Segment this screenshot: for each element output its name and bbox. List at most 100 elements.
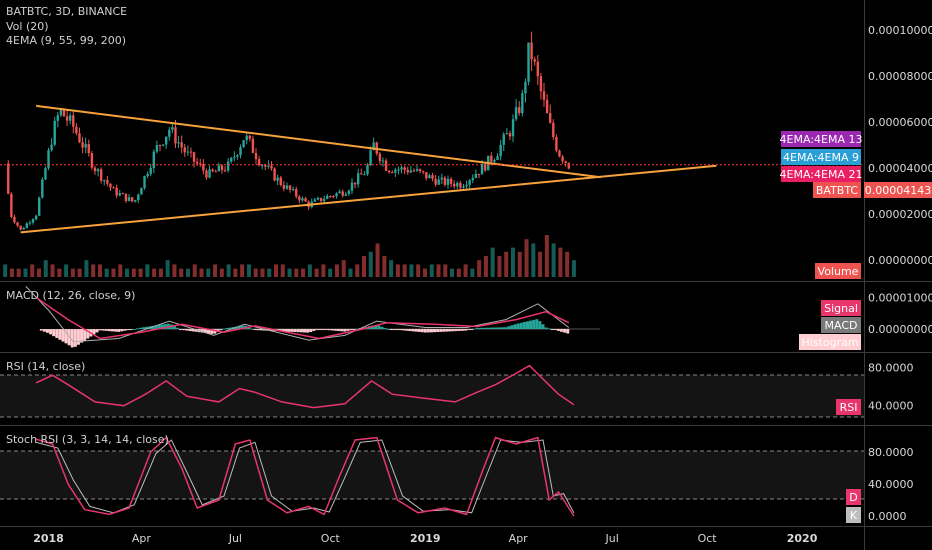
candle-body-175 [548,113,552,123]
stoch-axis-tick-2: 0.0000 [868,510,907,523]
candle-body-51 [164,136,168,145]
candle-body-177 [555,137,558,151]
macd-hist-bar-1 [42,329,46,332]
candle-body-88 [279,177,282,186]
candle-body-150 [471,177,474,181]
macd-hist-bar-124 [423,329,427,333]
volume-bar-71 [483,256,488,277]
macd-hist-bar-14 [83,329,87,341]
candle-body-171 [536,61,540,77]
macd-hist-bar-50 [194,329,198,332]
candle-body-55 [177,142,180,144]
volume-bar-64 [436,264,441,277]
price-axis-tick-2: 0.00006000 [868,116,932,129]
volume-bar-15 [104,268,109,277]
macd-hist-bar-70 [256,329,260,331]
candle-body-45 [146,173,149,177]
candle-body-17 [59,109,63,116]
volume-legend: Vol (20) [6,20,49,33]
macd-hist-bar-157 [525,321,529,330]
tag-last-price: 0.00004143 [864,182,932,198]
macd-hist-bar-154 [516,323,520,330]
macd-hist-bar-6 [58,329,62,340]
x-axis-labels: 2018 Apr Jul Oct 2019 Apr Jul Oct 2020 [33,532,818,545]
volume-bar-38 [260,268,265,277]
volume-bar-51 [348,268,353,277]
tag-rsi-text: RSI [840,401,858,414]
macd-hist-bar-18 [95,329,99,333]
candle-body-58 [186,151,190,153]
candle-body-131 [412,170,416,172]
candle-body-99 [313,199,317,202]
stoch-k-line [35,436,575,517]
volume-bar-60 [409,264,414,277]
candle-body-16 [56,115,60,121]
macd-hist-bar-84 [299,329,303,333]
candle-body-56 [180,142,183,148]
macd-hist-bar-13 [80,329,84,343]
time-axis-tick-0: 2018 [33,532,64,545]
macd-hist-bar-116 [399,329,403,331]
volume-bar-55 [375,243,380,277]
macd-hist-bar-114 [392,329,396,331]
macd-hist-bar-147 [495,327,499,330]
macd-hist-bar-25 [117,329,121,332]
tag-stoch-d: D [846,489,861,505]
tag-stoch-k-bg [846,507,861,523]
macd-hist-bar-7 [61,329,65,342]
candle-body-7 [28,222,32,224]
rsi-line [35,364,575,409]
candle-body-62 [199,163,202,165]
candle-body-77 [245,135,248,141]
macd-hist-bar-159 [532,319,536,330]
tag-ema13: 4EMA:4EMA 13 [780,131,862,147]
candle-body-167 [524,81,527,94]
rsi-axis-tick-0: 80.0000 [868,362,914,375]
candle-body-134 [422,171,425,173]
macd-hist-bar-127 [433,329,437,333]
macd-hist-bar-43 [172,326,176,330]
candle-body-173 [542,91,546,100]
macd-hist-bar-158 [529,320,533,330]
time-axis-tick-1: Apr [132,532,152,545]
volume-bar-28 [192,264,197,277]
macd-hist-bar-128 [436,329,440,333]
macd-hist-bar-126 [429,329,433,333]
time-axis-tick-8: 2020 [787,532,818,545]
macd-hist-bar-63 [234,326,238,330]
candle-body-53 [171,127,174,130]
macd-hist-bar-67 [247,327,251,330]
volume-bar-70 [477,260,482,277]
candle-body-52 [168,129,171,137]
volume-bar-58 [395,264,400,277]
candle-body-67 [214,171,217,173]
candle-body-39 [127,197,131,202]
candle-body-107 [338,191,341,194]
tag-stoch-d-bg [846,489,861,505]
candle-body-94 [298,196,301,201]
candle-body-130 [409,170,413,173]
macd-hist-bar-64 [237,326,241,330]
candle-body-42 [137,194,140,201]
macd-hist-bar-130 [442,329,446,332]
candle-body-65 [208,169,211,178]
candle-body-104 [329,195,332,197]
candle-body-79 [251,138,255,153]
candle-body-124 [391,172,394,174]
macd-hist-bar-139 [470,329,474,331]
macd-hist-bar-79 [284,329,288,332]
volume-bar-79 [538,251,543,277]
macd-hist-bar-28 [126,329,130,331]
volume-bar-69 [470,268,475,277]
tag-price-bg [813,182,861,198]
macd-hist-bar-47 [185,329,189,331]
volume-bar-30 [206,268,211,277]
stoch-title: Stoch RSI (3, 3, 14, 14, close) [6,433,169,446]
candle-body-26 [87,144,90,154]
volume-bar-34 [233,268,238,277]
macd-hist-bar-17 [92,329,96,335]
macd-axis-tick-1: 0.00000000 [868,323,932,336]
volume-bar-23 [158,268,163,277]
stoch-band [0,451,864,499]
